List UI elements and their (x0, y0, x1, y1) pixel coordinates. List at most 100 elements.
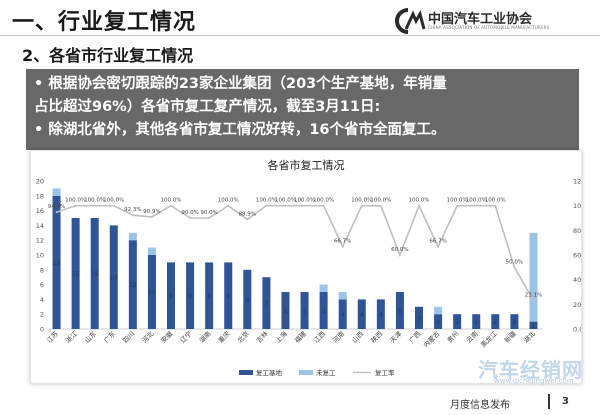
y2-tick-label: 0.0% (573, 326, 581, 334)
x-tick-label: 山西 (350, 329, 366, 345)
rate-data-label: 100.0% (313, 198, 334, 204)
bar-value-label: 14 (110, 275, 118, 282)
x-tick-label: 江西 (312, 329, 327, 344)
rate-data-label: 100.0% (103, 198, 124, 204)
bar-resumed (491, 314, 500, 329)
rate-point (131, 214, 134, 217)
y2-tick-label: 20.0% (573, 301, 581, 309)
rate-point (284, 204, 287, 207)
bar-value-label: 9 (226, 293, 230, 300)
bar-resumed (510, 314, 519, 329)
rate-data-label: 88.9% (239, 211, 256, 217)
x-tick-label: 安徽 (159, 329, 175, 345)
y-tick-label: 8 (40, 266, 44, 274)
bar-value-label: 5 (284, 308, 288, 315)
rate-point (418, 204, 420, 207)
bar-resumed (529, 321, 538, 329)
rate-data-label: 90.0% (181, 210, 198, 216)
rate-point (208, 217, 211, 219)
rate-point (227, 204, 230, 207)
bar-value-label: 12 (129, 282, 137, 289)
page-number: 3 (562, 396, 569, 407)
bar-resumed (472, 314, 481, 329)
rate-data-label: 100.0% (351, 198, 372, 204)
x-tick-label: 河南 (331, 329, 347, 345)
rate-data-label: 100.0% (294, 198, 315, 204)
bar-resumed (147, 255, 156, 329)
rate-point (303, 204, 306, 207)
bar-value-label: 15 (91, 271, 99, 278)
bar-value-label: 4 (341, 312, 345, 319)
rate-point (513, 266, 516, 269)
x-tick-label: 上海 (273, 329, 289, 345)
bar-value-label: 8 (245, 297, 249, 304)
bar-value-label: 15 (72, 271, 80, 278)
footer-divider (548, 394, 550, 409)
bar-resumed (186, 262, 195, 329)
x-tick-label: 广西 (407, 329, 423, 345)
y2-tick-label: 80.0% (573, 227, 581, 235)
section-subtitle: 2、各省市行业复工情况 (22, 46, 194, 65)
chart-panel: 各省市复工情况024681012141618200.0%20.0%40.0%60… (30, 150, 598, 384)
x-tick-label: 新疆 (502, 329, 518, 345)
bar-resumed (357, 299, 366, 329)
rate-point (437, 245, 439, 248)
y-tick-label: 0 (40, 326, 44, 334)
bar-value-label: 2 (436, 319, 440, 326)
bar-value-label: 1 (532, 323, 536, 330)
bar-resumed (109, 225, 118, 329)
rate-data-label: 92.3% (124, 207, 141, 213)
rate-data-label: 100.0% (466, 198, 487, 204)
bar-resumed (90, 218, 99, 329)
bar-resumed (281, 292, 290, 329)
y-tick-label: 12 (36, 237, 44, 245)
rate-point (74, 204, 77, 207)
x-tick-label: 山东 (83, 329, 99, 345)
rate-data-label: 66.7% (334, 239, 351, 245)
x-tick-label: 湖北 (521, 329, 537, 345)
x-tick-label: 四川 (121, 330, 136, 345)
x-tick-label: 广东 (102, 329, 118, 345)
bullet-line: 占比超过96%）各省市复工复产情况，截至3月11日: (34, 99, 381, 115)
x-tick-label: 天津 (388, 329, 403, 344)
y2-tick-label: 40.0% (573, 276, 581, 284)
resumption-chart: 各省市复工情况024681012141618200.0%20.0%40.0%60… (36, 158, 598, 377)
rate-point (379, 204, 382, 207)
bar-not-resumed (319, 284, 328, 292)
x-tick-label: 福建 (292, 329, 308, 345)
y2-tick-label: 60.0% (573, 252, 581, 260)
bar-resumed (205, 262, 214, 329)
chart-title: 各省市复工情况 (268, 158, 345, 172)
bar-resumed (300, 292, 309, 329)
y-tick-label: 18 (36, 192, 44, 200)
bar-value-label: 4 (360, 312, 364, 319)
rate-data-label: 90.9% (143, 209, 160, 215)
rate-data-label: 100.0% (256, 198, 277, 204)
bar-resumed (262, 277, 271, 329)
x-tick-label: 浙江 (63, 329, 79, 345)
bar-value-label: 5 (398, 308, 402, 315)
y-tick-label: 14 (36, 222, 44, 230)
rate-data-label: 100.0% (65, 198, 86, 204)
rate-point (265, 204, 268, 207)
x-tick-label: 陕西 (369, 329, 385, 345)
bar-resumed (338, 299, 347, 329)
bullet-line: • 除湖北省外，其他各省市复工情况好转，16个省市全面复工。 (34, 122, 446, 138)
rate-point (532, 299, 535, 302)
x-tick-label: 河北 (140, 329, 155, 344)
rate-point (246, 218, 249, 221)
bar-value-label: 2 (493, 319, 497, 326)
bar-resumed (166, 262, 176, 329)
bar-resumed (243, 269, 252, 329)
bar-value-label: 3 (417, 315, 421, 322)
y-tick-label: 16 (36, 207, 44, 215)
x-tick-label: 辽宁 (178, 329, 194, 345)
y-tick-label: 2 (40, 311, 44, 319)
rate-data-label: 50.0% (506, 259, 523, 265)
legend-label-not-resumed: 未复工 (316, 368, 336, 377)
bar-resumed (71, 218, 80, 329)
bar-value-label: 9 (207, 293, 211, 300)
bar-not-resumed (52, 188, 61, 196)
x-tick-label: 内蒙古 (421, 329, 442, 350)
bar-value-label: 2 (455, 319, 459, 326)
